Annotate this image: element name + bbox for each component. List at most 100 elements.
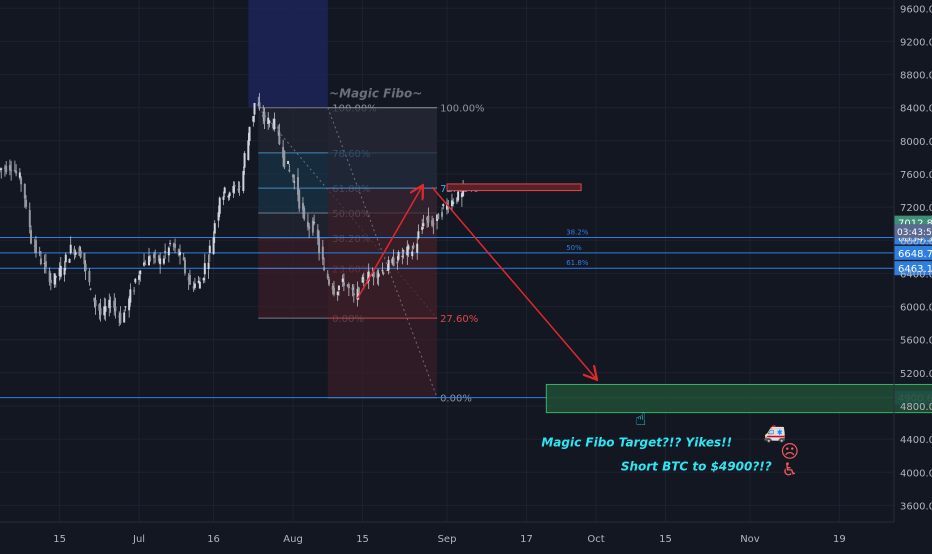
- candle-body: [406, 246, 409, 256]
- candle-body: [397, 251, 400, 260]
- candle-body: [336, 291, 339, 295]
- candle-body: [172, 243, 175, 247]
- horizontal-levels[interactable]: 7012.838.2%6834.350%6648.761.8%6463.1490…: [0, 215, 932, 405]
- candle-body: [207, 262, 210, 270]
- trend-arrow: [431, 186, 596, 378]
- candle-body: [346, 284, 349, 287]
- y-tick-label: 6000.0: [900, 303, 932, 314]
- candle-body: [252, 116, 255, 122]
- drawings[interactable]: [356, 184, 932, 414]
- candle-body: [396, 261, 399, 264]
- candle-body: [104, 306, 107, 312]
- y-tick-label: 8800.0: [900, 71, 932, 82]
- candle-body: [233, 185, 236, 187]
- x-tick-label: 16: [207, 534, 220, 545]
- candle-body: [351, 287, 354, 290]
- candle-body: [198, 281, 201, 289]
- countdown-badge-bg: [894, 224, 932, 239]
- candle-body: [253, 102, 256, 115]
- annotation-text: Magic Fibo Target?!? Yikes!!: [541, 436, 732, 450]
- x-tick-label: 17: [520, 534, 533, 545]
- candle-body: [182, 257, 185, 260]
- candle-body: [455, 197, 458, 202]
- candle-body: [450, 200, 453, 207]
- candle-body: [123, 312, 126, 323]
- fib-level-label: 0.00%: [440, 394, 472, 405]
- candle-body: [316, 229, 319, 237]
- x-tick-label: 15: [53, 534, 66, 545]
- price-badge-label: 7012.8: [898, 219, 932, 230]
- candle-body: [242, 170, 245, 191]
- pointing-hand-icon: ☝: [635, 409, 646, 430]
- candle-body: [303, 207, 306, 220]
- candle-body: [426, 217, 429, 221]
- candle-body: [328, 279, 330, 285]
- candle-body: [278, 132, 281, 145]
- candle-body: [391, 258, 394, 264]
- y-tick-label: 9200.0: [900, 37, 932, 48]
- candle-body: [258, 102, 261, 109]
- candle-body: [321, 246, 324, 260]
- candle-body: [361, 277, 364, 283]
- candle-body: [188, 274, 191, 285]
- candle-body: [407, 245, 410, 250]
- candle-body: [108, 299, 111, 309]
- candle-body: [323, 267, 326, 271]
- candle-body: [217, 212, 220, 221]
- candle-body: [30, 230, 32, 244]
- candle-body: [401, 255, 404, 257]
- x-tick-label: 19: [833, 534, 846, 545]
- candle-body: [193, 283, 196, 288]
- y-tick-label: 7200.0: [900, 203, 932, 214]
- candle-body: [377, 273, 380, 277]
- candle-body: [288, 169, 291, 172]
- candle-body: [462, 189, 465, 197]
- x-tick-label: Aug: [283, 534, 303, 545]
- candle-body: [8, 165, 11, 171]
- candle-body: [13, 170, 16, 172]
- candle-body: [382, 272, 385, 274]
- candle-body: [297, 177, 299, 195]
- candle-body: [342, 282, 345, 286]
- highlight-band-rect: [248, 0, 328, 108]
- candle-body: [53, 273, 56, 285]
- candle-body: [218, 197, 221, 214]
- candle-body: [113, 300, 116, 308]
- candle-body: [39, 258, 42, 265]
- price-level-caption: 38.2%: [566, 228, 589, 236]
- fib-retracements[interactable]: 100.00%78.60%61.80%50.00%38.20%23.60%0.0…: [257, 87, 485, 405]
- candle-body: [38, 251, 41, 253]
- y-tick-label: 7600.0: [900, 170, 932, 181]
- candle-body: [442, 204, 445, 207]
- candle-body: [23, 184, 26, 199]
- candle-body: [298, 190, 301, 209]
- candle-body: [337, 285, 340, 290]
- candle-body: [441, 212, 444, 217]
- candle-body: [169, 243, 172, 245]
- candle-body: [48, 270, 51, 283]
- candle-body: [179, 251, 181, 256]
- candle-body: [109, 306, 112, 308]
- price-level-caption: 50%: [566, 244, 582, 252]
- sad-face-icon: ☹: [780, 441, 799, 462]
- candle-body: [417, 231, 420, 239]
- price-level-caption: 61.8%: [566, 259, 589, 267]
- y-tick-label: 8000.0: [900, 137, 932, 148]
- trend-arrow: [356, 186, 423, 299]
- candle-body: [437, 214, 440, 220]
- price-badge-label: 6648.7: [898, 249, 932, 260]
- y-tick-label: 4000.0: [900, 468, 932, 479]
- y-tick-label: 6400.0: [900, 269, 932, 280]
- candle-body: [243, 153, 246, 168]
- candle-body: [74, 252, 77, 255]
- candle-body: [277, 127, 280, 129]
- candle-body: [352, 293, 355, 296]
- candle-body: [64, 254, 67, 263]
- candle-body: [308, 226, 311, 229]
- candle-body: [412, 245, 415, 248]
- candle-body: [232, 185, 235, 193]
- fib-title: ~Magic Fibo~: [329, 87, 422, 101]
- candle-body: [372, 271, 375, 278]
